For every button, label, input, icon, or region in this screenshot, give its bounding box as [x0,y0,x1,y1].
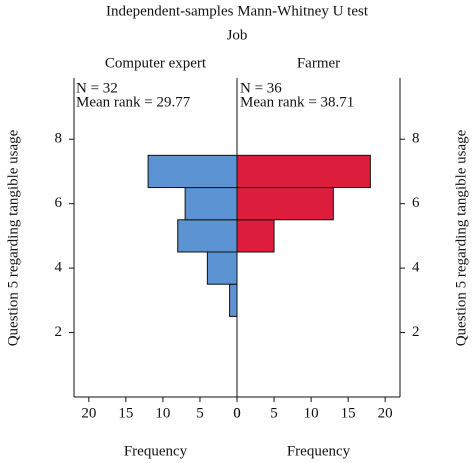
y-tick-label: 6 [55,195,63,211]
series-name: Farmer [297,55,340,71]
x-tick-label: 15 [341,405,356,421]
chart-subtitle: Job [227,27,248,43]
y-axis-label-right: Question 5 regarding tangible usage [453,129,469,346]
bar [229,283,238,317]
y-tick-label: 2 [55,324,63,340]
bar [236,219,275,253]
x-tick-label: 15 [118,405,133,421]
x-tick-label: 0 [233,405,241,421]
x-tick-label: 0 [233,405,241,421]
series-name: Computer expert [105,55,207,71]
mean-rank-label: Mean rank = 29.77 [76,94,191,110]
x-tick-label: 5 [196,405,204,421]
x-tick-label: 10 [155,405,170,421]
y-tick-label-right: 2 [412,324,420,340]
y-tick-label-right: 6 [412,195,420,211]
y-tick-label-right: 8 [412,131,420,147]
bar [236,154,371,189]
n-label: N = 36 [240,80,282,96]
x-axis-label: Frequency [287,443,351,459]
y-tick-label: 8 [55,131,63,147]
chart-title: Independent-samples Mann-Whitney U test [106,3,369,19]
x-axis-label: Frequency [124,443,188,459]
y-tick-label-right: 4 [412,260,420,276]
x-tick-label: 20 [378,405,393,421]
x-tick-label: 20 [81,405,96,421]
n-label: N = 32 [76,80,118,96]
bar [177,219,238,253]
bar [147,154,238,189]
y-tick-label: 4 [55,260,63,276]
x-tick-label: 5 [270,405,278,421]
x-tick-label: 10 [304,405,319,421]
y-axis-label: Question 5 regarding tangible usage [5,129,21,346]
bar [206,251,238,285]
bar [236,187,334,221]
mean-rank-label: Mean rank = 38.71 [240,94,354,110]
bar [184,187,238,221]
